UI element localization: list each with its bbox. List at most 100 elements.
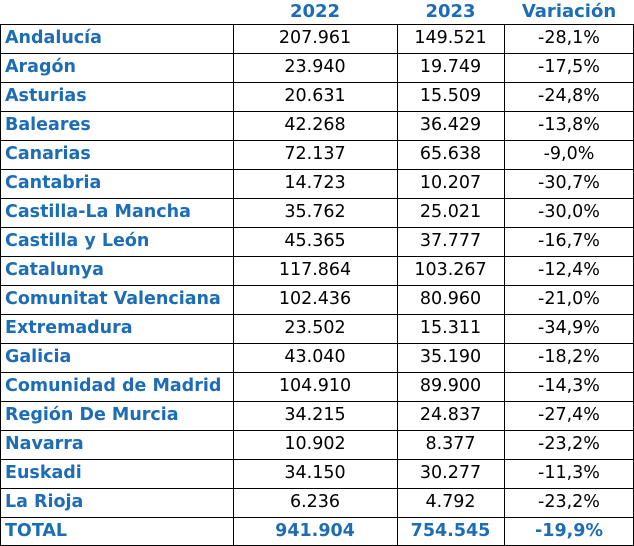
table-row: Asturias 20.631 15.509 -24,8% [0,82,634,111]
value-2023-cell: 65.638 [419,144,482,164]
table-row: Comunidad de Madrid 104.910 89.900 -14,3% [0,372,634,401]
table-row: Aragón 23.940 19.749 -17,5% [0,53,634,82]
region-cell: Comunitat Valenciana [5,289,221,309]
variation-cell: -16,7% [538,231,600,251]
total-value-2022-cell: 941.904 [275,521,355,541]
row-divider [0,488,634,489]
value-2022-cell: 35.762 [284,202,346,222]
value-2023-cell: 89.900 [419,376,482,396]
total-variation-cell: -19,9% [535,521,603,541]
variation-cell: -11,3% [538,463,600,483]
total-region-cell: TOTAL [5,521,68,541]
table-row: Castilla y León 45.365 37.777 -16,7% [0,227,634,256]
variation-cell: -23,2% [538,492,600,512]
region-cell: La Rioja [5,492,84,512]
value-2023-cell: 15.509 [419,86,482,106]
value-2023-cell: 35.190 [419,347,482,367]
value-2022-cell: 43.040 [284,347,346,367]
table-row: Euskadi 34.150 30.277 -11,3% [0,459,634,488]
variation-cell: -24,8% [538,86,600,106]
row-divider [0,227,634,228]
header-2023: 2023 [425,1,476,22]
value-2023-cell: 25.021 [419,202,482,222]
row-divider [0,517,634,518]
value-2023-cell: 19.749 [419,57,482,77]
row-divider [0,459,634,460]
row-divider [0,401,634,402]
value-2022-cell: 102.436 [278,289,352,309]
table-row: Catalunya 117.864 103.267 -12,4% [0,256,634,285]
region-cell: Asturias [5,86,87,106]
variation-cell: -18,2% [538,347,600,367]
table-row: Andalucía 207.961 149.521 -28,1% [0,24,634,53]
value-2023-cell: 80.960 [419,289,482,309]
table-row: Galicia 43.040 35.190 -18,2% [0,343,634,372]
value-2023-cell: 10.207 [419,173,482,193]
region-cell: Castilla-La Mancha [5,202,191,222]
value-2022-cell: 72.137 [284,144,346,164]
region-cell: Galicia [5,347,72,367]
row-divider [0,82,634,83]
region-cell: Castilla y León [5,231,150,251]
value-2022-cell: 117.864 [278,260,352,280]
value-2022-cell: 10.902 [284,434,346,454]
row-divider [0,430,634,431]
table-row: Extremadura 23.502 15.311 -34,9% [0,314,634,343]
value-2022-cell: 20.631 [284,86,346,106]
variation-cell: -21,0% [538,289,600,309]
region-cell: Navarra [5,434,84,454]
value-2022-cell: 6.236 [289,492,341,512]
header-region [5,0,233,24]
value-2023-cell: 37.777 [419,231,482,251]
total-row: TOTAL 941.904 754.545 -19,9% [0,517,634,546]
total-value-2023-cell: 754.545 [410,521,491,541]
value-2023-cell: 15.311 [419,318,482,338]
row-divider [0,198,634,199]
region-cell: Baleares [5,115,91,135]
column-divider [504,24,505,546]
value-2023-cell: 4.792 [425,492,476,512]
variation-cell: -17,5% [538,57,600,77]
region-cell: Región De Murcia [5,405,179,425]
row-divider [0,285,634,286]
value-2023-cell: 8.377 [425,434,476,454]
region-cell: Canarias [5,144,91,164]
region-cell: Catalunya [5,260,104,280]
table-row: Baleares 42.268 36.429 -13,8% [0,111,634,140]
variation-cell: -34,9% [538,318,600,338]
region-cell: Andalucía [5,28,102,48]
value-2022-cell: 34.215 [284,405,346,425]
region-cell: Comunidad de Madrid [5,376,222,396]
value-2022-cell: 42.268 [284,115,346,135]
variation-cell: -27,4% [538,405,600,425]
row-divider [0,256,634,257]
variation-cell: -9,0% [543,144,595,164]
column-divider [233,24,234,546]
table-row: Cantabria 14.723 10.207 -30,7% [0,169,634,198]
row-divider [0,343,634,344]
value-2023-cell: 103.267 [414,260,487,280]
region-cell: Aragón [5,57,76,77]
row-divider [0,314,634,315]
value-2022-cell: 104.910 [278,376,352,396]
value-2022-cell: 45.365 [284,231,346,251]
value-2023-cell: 24.837 [419,405,482,425]
row-divider [0,24,634,25]
table-header-row: 2022 2023 Variación [0,0,634,24]
variation-cell: -30,0% [538,202,600,222]
value-2022-cell: 34.150 [284,463,346,483]
region-cell: Euskadi [5,463,82,483]
header-2022: 2022 [289,1,341,22]
column-divider [0,24,1,546]
value-2023-cell: 36.429 [419,115,482,135]
table-row: Región De Murcia 34.215 24.837 -27,4% [0,401,634,430]
value-2022-cell: 23.940 [284,57,346,77]
value-2023-cell: 149.521 [414,28,487,48]
variation-cell: -30,7% [538,173,600,193]
row-divider [0,111,634,112]
variation-cell: -12,4% [538,260,600,280]
row-divider [0,372,634,373]
table-row: La Rioja 6.236 4.792 -23,2% [0,488,634,517]
value-2022-cell: 23.502 [284,318,346,338]
table-row: Canarias 72.137 65.638 -9,0% [0,140,634,169]
